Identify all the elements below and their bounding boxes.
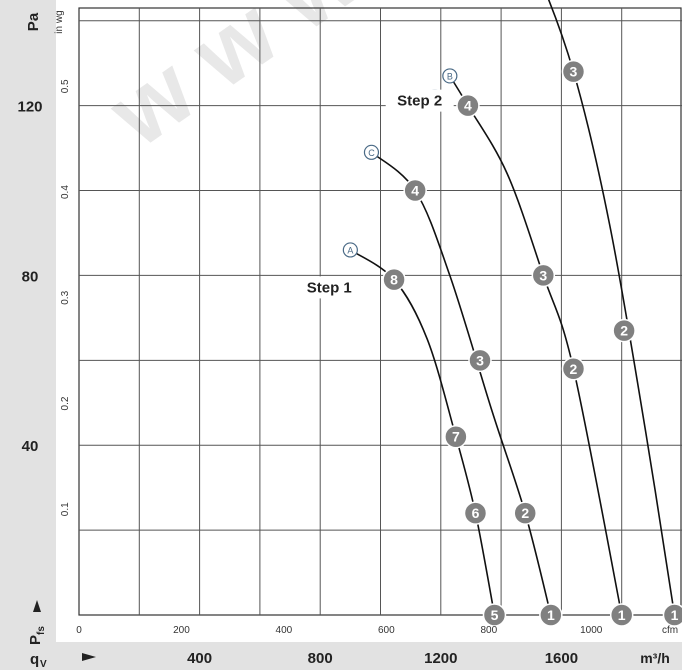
x-axis-arrow-icon bbox=[82, 653, 96, 661]
step-label: Step 2 bbox=[397, 93, 442, 110]
marker-8: 8 bbox=[382, 267, 406, 292]
marker-ring bbox=[363, 144, 380, 160]
marker-6: 6 bbox=[463, 501, 488, 525]
cfm-tick-label: 200 bbox=[173, 625, 190, 636]
marker-1: 1 bbox=[539, 603, 563, 627]
marker-dot bbox=[403, 178, 427, 203]
marker-label: C bbox=[368, 148, 375, 158]
marker-label: 1 bbox=[618, 607, 626, 623]
m3h-tick-label: 1200 bbox=[424, 650, 457, 667]
marker-4: 4 bbox=[456, 93, 480, 118]
marker-label: 7 bbox=[452, 429, 460, 445]
cfm-tick-label: 400 bbox=[276, 625, 293, 636]
m3h-tick-label: 1600 bbox=[545, 650, 578, 667]
marker-dot bbox=[531, 263, 556, 288]
inwg-tick-label: 0.4 bbox=[60, 185, 71, 199]
inwg-tick-label: 0.2 bbox=[60, 396, 71, 410]
marker-dot bbox=[456, 93, 480, 118]
x-axis-symbol-sub: V bbox=[40, 659, 47, 670]
cfm-tick-label: 0 bbox=[76, 625, 82, 636]
inwg-tick-label: 0.3 bbox=[60, 290, 71, 304]
marker-A: A bbox=[342, 242, 358, 258]
inner-left-axis-unit: in wg bbox=[54, 10, 65, 33]
inwg-tick-label: 0.5 bbox=[60, 79, 71, 93]
marker-3: 3 bbox=[531, 263, 556, 288]
marker-dot bbox=[468, 348, 492, 373]
marker-4: 4 bbox=[403, 178, 427, 203]
marker-label: 3 bbox=[570, 64, 578, 80]
cfm-tick-label: 600 bbox=[378, 625, 395, 636]
axis-labels: 120 80 40 0.5 0.4 0.3 0.2 0.1 0 200 400 600 800 1000 4… bbox=[17, 79, 602, 667]
y-axis-symbol-sub: fs bbox=[36, 626, 47, 635]
marker-label: 5 bbox=[491, 607, 499, 623]
left-axis-band bbox=[0, 0, 56, 670]
marker-5: 5 bbox=[482, 603, 507, 627]
marker-label: 2 bbox=[521, 505, 529, 521]
y-axis-arrow-icon bbox=[33, 600, 41, 612]
marker-dot bbox=[513, 501, 537, 525]
marker-3: 3 bbox=[468, 348, 492, 373]
left-axis-unit: Pa bbox=[25, 12, 42, 31]
marker-dot bbox=[561, 357, 586, 381]
marker-ring bbox=[442, 68, 458, 84]
marker-label: 1 bbox=[547, 607, 555, 623]
marker-C: C bbox=[363, 144, 380, 160]
marker-label: 6 bbox=[472, 505, 480, 521]
marker-2: 2 bbox=[513, 501, 537, 525]
x-axis-symbol: q V bbox=[30, 651, 47, 670]
bottom-axis-unit: m³/h bbox=[640, 650, 670, 666]
marker-label: 4 bbox=[464, 98, 472, 114]
marker-label: 3 bbox=[539, 267, 547, 283]
cfm-tick-label: 800 bbox=[480, 625, 497, 636]
series-line-2 bbox=[370, 151, 552, 616]
inner-bottom-axis-unit: cfm bbox=[662, 625, 678, 636]
marker-label: A bbox=[347, 245, 353, 255]
marker-2: 2 bbox=[612, 318, 636, 343]
watermark: w w w . v bbox=[90, 0, 489, 168]
series-line-4 bbox=[547, 0, 676, 616]
pa-tick-label: 120 bbox=[17, 99, 42, 116]
marker-dot bbox=[539, 603, 563, 627]
y-axis-symbol-main: P bbox=[27, 635, 44, 645]
y-axis-symbol: P fs bbox=[27, 626, 47, 645]
cfm-tick-label: 1000 bbox=[580, 625, 603, 636]
marker-label: 4 bbox=[411, 183, 419, 199]
step-label-bg bbox=[385, 89, 454, 112]
marker-1: 1 bbox=[662, 603, 682, 627]
marker-label: 2 bbox=[620, 323, 628, 339]
marker-label: B bbox=[447, 71, 453, 81]
marker-label: 3 bbox=[476, 352, 484, 368]
marker-label: 8 bbox=[390, 272, 398, 288]
step-label: Step 1 bbox=[307, 279, 352, 296]
m3h-tick-label: 400 bbox=[187, 650, 212, 667]
marker-dot bbox=[612, 318, 636, 343]
bottom-axis-band bbox=[0, 642, 682, 670]
x-axis-symbol-main: q bbox=[30, 651, 39, 668]
marker-1: 1 bbox=[609, 603, 634, 627]
marker-dot bbox=[609, 603, 634, 627]
series-line-1 bbox=[349, 249, 496, 616]
marker-label: 2 bbox=[570, 361, 578, 377]
marker-3: 3 bbox=[561, 59, 586, 84]
marker-7: 7 bbox=[444, 424, 468, 449]
pa-tick-label: 40 bbox=[22, 438, 39, 455]
inwg-tick-label: 0.1 bbox=[60, 502, 71, 516]
step-label-bg bbox=[295, 276, 364, 299]
marker-dot bbox=[662, 603, 682, 627]
pa-tick-label: 80 bbox=[22, 268, 39, 285]
marker-dot bbox=[444, 424, 468, 449]
marker-dot bbox=[482, 603, 507, 627]
marker-dot bbox=[561, 59, 586, 84]
marker-ring bbox=[342, 242, 358, 258]
marker-dot bbox=[382, 267, 406, 292]
m3h-tick-label: 800 bbox=[308, 650, 333, 667]
marker-label: 1 bbox=[671, 607, 679, 623]
marker-dot bbox=[463, 501, 488, 525]
marker-B: B bbox=[442, 68, 458, 84]
marker-2: 2 bbox=[561, 357, 586, 381]
